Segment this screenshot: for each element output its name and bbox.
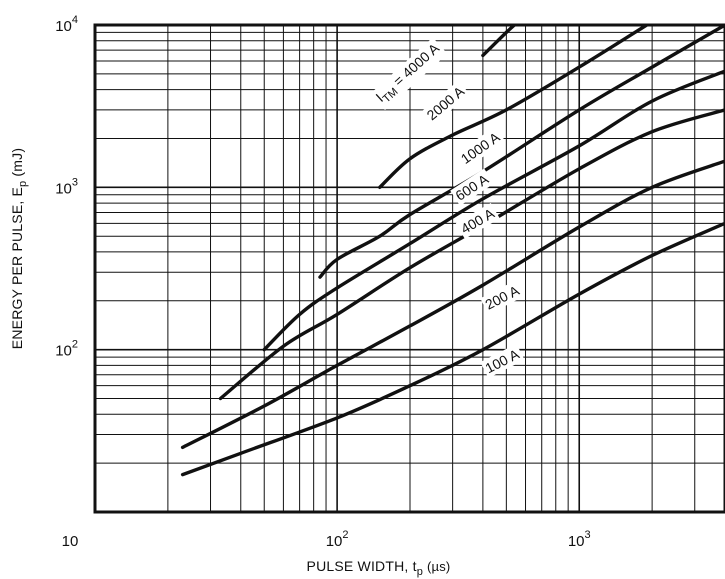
curve-1000-a	[318, 25, 725, 279]
y-tick-label-base: 10	[55, 180, 72, 197]
x-tick-label-exponent: 2	[342, 529, 348, 541]
x-axis-label-unit: (µs)	[427, 559, 450, 574]
x-tick-label: 102	[326, 529, 349, 550]
x-tick-label-base: 10	[62, 533, 79, 550]
curve-label-background	[455, 202, 500, 239]
y-tick-label-exponent: 3	[72, 176, 78, 188]
y-axis-label-unit: (mJ)	[9, 148, 25, 177]
x-tick-label: 103	[568, 529, 591, 550]
y-tick-label: 103	[55, 176, 78, 197]
x-tick-label-exponent: 3	[585, 529, 591, 541]
curve-600-a	[262, 69, 725, 352]
curve-label-group: 200 A	[480, 280, 525, 315]
curve-label-group: 400 A	[455, 202, 500, 239]
x-tick-label: 10	[62, 533, 79, 550]
curve-i-tm-4000-a	[481, 25, 517, 58]
curve-label-group: 2000 A	[421, 80, 470, 126]
y-tick-label-exponent: 2	[72, 339, 78, 351]
curve-label-background	[455, 126, 506, 169]
x-tick-label-base: 10	[326, 533, 343, 550]
y-axis-label: ENERGY PER PULSE, Ep (mJ)	[9, 148, 29, 349]
curve-label-group: 600 A	[450, 168, 494, 206]
y-axis-label-main: ENERGY PER PULSE, E	[9, 187, 25, 349]
curve-200-a	[180, 159, 725, 450]
plot-frame	[93, 23, 725, 514]
y-tick-label: 102	[55, 339, 78, 360]
curve-label-background	[370, 37, 448, 111]
curve-label-background	[480, 280, 525, 315]
x-axis-label: PULSE WIDTH, tp (µs)	[307, 558, 451, 578]
x-axis-label-main: PULSE WIDTH, t	[307, 558, 417, 574]
curve-label: 200 A	[483, 282, 523, 313]
y-axis-label-subscript: p	[17, 181, 29, 187]
curve-label: 2000 A	[424, 83, 468, 124]
x-axis-label-subscript: p	[417, 566, 423, 578]
curve-400-a	[218, 108, 725, 401]
curve-label-background	[480, 343, 525, 379]
curve-label-background	[450, 168, 494, 206]
x-tick-label-base: 10	[568, 533, 585, 550]
curve-label-background	[421, 80, 470, 126]
y-tick-label: 104	[55, 14, 78, 35]
y-tick-label-base: 10	[55, 343, 72, 360]
curve-100-a	[180, 221, 725, 477]
curve-2000-a	[378, 25, 649, 189]
y-tick-label-base: 10	[55, 18, 72, 35]
y-tick-label-exponent: 4	[72, 14, 78, 26]
